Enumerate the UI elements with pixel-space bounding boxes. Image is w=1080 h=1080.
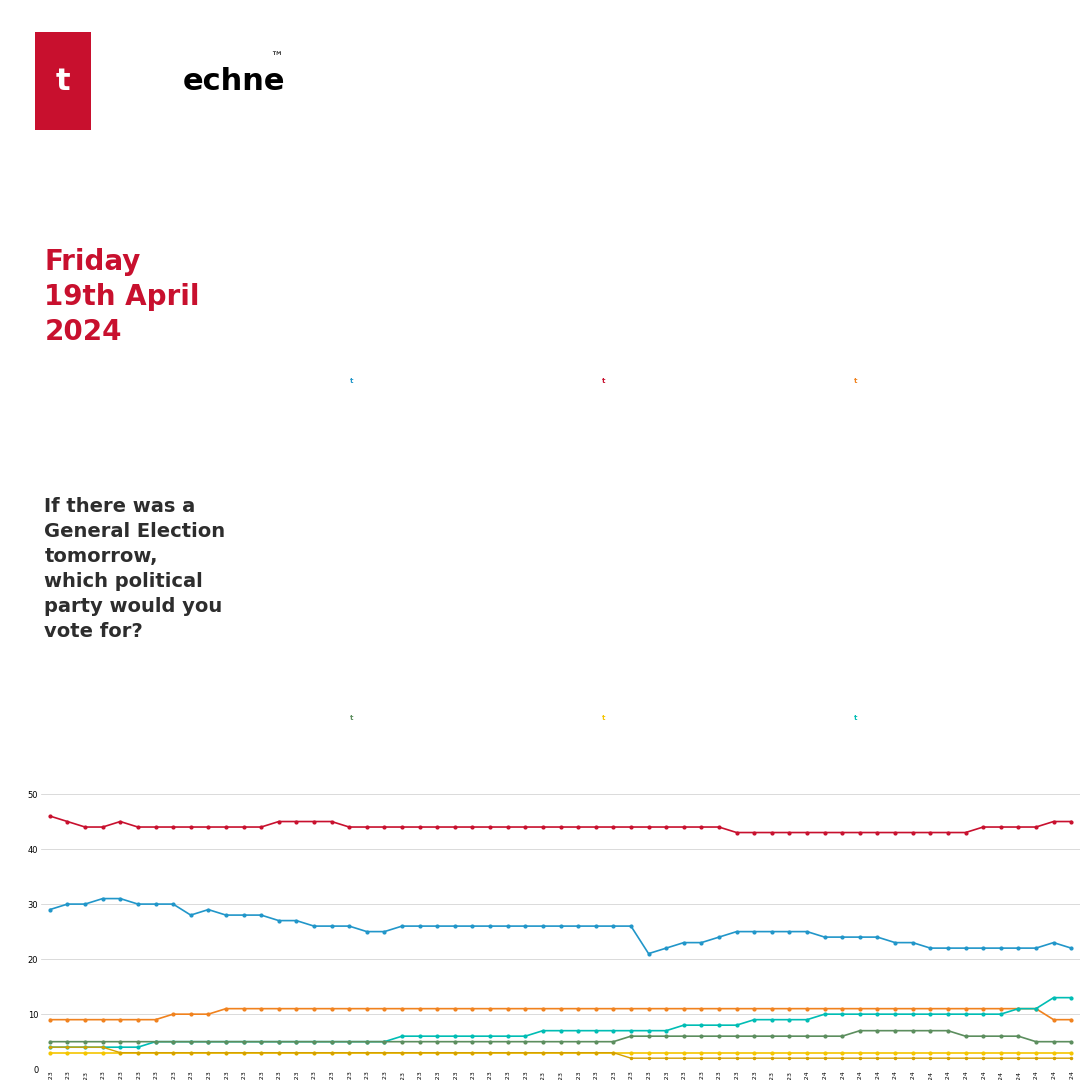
Text: NO CHANGE: NO CHANGE	[416, 654, 492, 667]
FancyBboxPatch shape	[345, 703, 360, 732]
Text: Friday
19th April
2024: Friday 19th April 2024	[44, 248, 200, 346]
Text: t: t	[854, 378, 858, 384]
FancyBboxPatch shape	[849, 365, 863, 396]
FancyBboxPatch shape	[35, 32, 92, 130]
Text: DOWN ONE: DOWN ONE	[418, 314, 490, 327]
Text: echne: echne	[633, 715, 657, 720]
Text: t: t	[603, 378, 606, 384]
Text: t: t	[603, 715, 606, 720]
Text: ™: ™	[270, 51, 283, 64]
Text: echne: echne	[633, 378, 657, 384]
FancyBboxPatch shape	[597, 703, 611, 732]
Text: SNP: SNP	[689, 478, 724, 494]
Text: t: t	[56, 67, 70, 95]
Text: echne: echne	[183, 67, 285, 95]
Text: echne: echne	[886, 715, 909, 720]
Text: Labour: Labour	[676, 126, 737, 141]
Text: 5%: 5%	[415, 554, 495, 599]
Text: DOWN ONE: DOWN ONE	[922, 314, 995, 327]
Text: t: t	[854, 715, 858, 720]
Text: t: t	[350, 378, 354, 384]
Text: UP ONE: UP ONE	[934, 654, 982, 667]
Text: 3%: 3%	[666, 554, 746, 599]
Text: UP ONE: UP ONE	[683, 314, 730, 327]
Text: Conservatives: Conservatives	[393, 126, 515, 141]
FancyBboxPatch shape	[597, 365, 611, 396]
FancyBboxPatch shape	[849, 703, 863, 732]
Text: echne: echne	[381, 378, 405, 384]
Text: echne: echne	[886, 378, 909, 384]
FancyBboxPatch shape	[345, 365, 360, 396]
Text: echne: echne	[381, 715, 405, 720]
Text: t: t	[350, 715, 354, 720]
Text: 13%: 13%	[902, 554, 1015, 599]
Text: Other 3 %: Other 3 %	[656, 765, 757, 782]
Text: 22%: 22%	[397, 208, 511, 253]
Text: If there was a
General Election
tomorrow,
which political
party would you
vote f: If there was a General Election tomorrow…	[44, 497, 226, 640]
Text: Greens: Greens	[424, 478, 485, 494]
Text: NO CHANGE: NO CHANGE	[667, 654, 745, 667]
Text: Lib Dems: Lib Dems	[919, 126, 998, 141]
Text: Reform: Reform	[927, 478, 989, 494]
Text: 9%: 9%	[918, 208, 998, 253]
Text: 45%: 45%	[650, 208, 762, 253]
